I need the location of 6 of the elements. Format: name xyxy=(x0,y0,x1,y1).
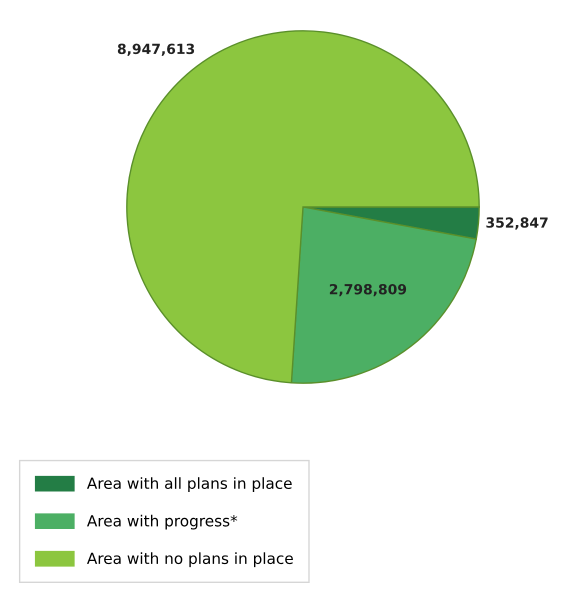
legend-label: Area with all plans in place xyxy=(86,477,292,492)
data-label: 8,947,613 xyxy=(118,44,194,56)
data-label: 352,847 xyxy=(486,217,548,230)
data-label: 2,798,809 xyxy=(330,284,406,296)
legend-label: Area with progress* xyxy=(86,514,238,530)
legend-label: Area with no plans in place xyxy=(86,552,293,568)
